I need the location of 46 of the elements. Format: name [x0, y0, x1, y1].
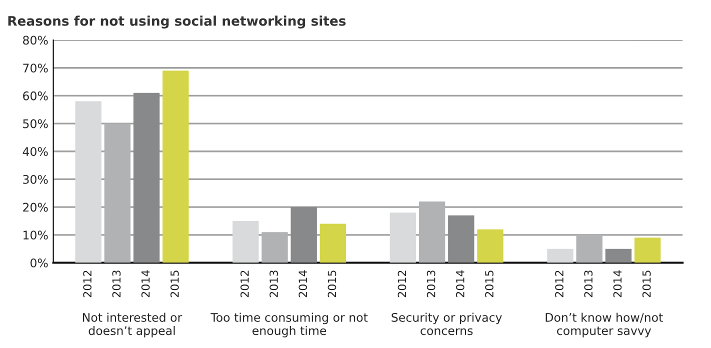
bar	[232, 220, 259, 263]
bar	[390, 212, 416, 263]
bar	[576, 234, 602, 263]
y-tick-label: 40%	[22, 147, 48, 156]
text: 2012	[555, 270, 564, 298]
bar	[448, 215, 474, 263]
text: 2012	[398, 270, 406, 298]
bar	[104, 124, 131, 263]
bar	[290, 207, 317, 263]
chart-title: Reasons for not using social networking sites	[8, 16, 346, 29]
bar	[133, 92, 160, 263]
text: 2015	[328, 270, 336, 298]
y-tick-label: 60%	[23, 91, 48, 100]
bar	[547, 248, 574, 263]
bar	[634, 238, 661, 263]
y-tick-label: 70%	[23, 64, 48, 73]
x-tick-label: Not interested or doesn’t appeal	[82, 312, 182, 338]
y-tick-label: 80%	[23, 36, 48, 45]
text: 2015	[170, 270, 179, 298]
text: 2013	[112, 270, 121, 298]
text: 2014	[613, 270, 622, 298]
text: 2013	[426, 270, 436, 298]
text: 2012	[240, 270, 249, 298]
text: 2013	[584, 270, 593, 298]
text: 2014	[298, 270, 308, 298]
text: 2014	[456, 270, 464, 298]
bar	[320, 224, 346, 263]
bar	[605, 248, 632, 263]
text: 2012	[83, 270, 92, 298]
bar	[162, 70, 189, 263]
y-tick-label: 0%	[30, 258, 48, 268]
bar	[75, 101, 102, 263]
x-tick-label: Don’t know how/not computer savvy	[546, 312, 663, 338]
text: 2015	[642, 270, 651, 298]
bar	[418, 201, 446, 263]
text: 2013	[270, 270, 278, 298]
bar	[477, 229, 504, 263]
y-tick-label: 10%	[24, 230, 48, 240]
text: 2015	[485, 270, 494, 298]
bar	[262, 232, 288, 263]
x-tick-label: Security or privacy concerns	[392, 312, 502, 336]
y-tick-label: 20%	[23, 202, 48, 212]
x-tick-label: Too time consuming or not enough time	[210, 312, 368, 338]
y-tick-label: 50%	[23, 119, 48, 128]
text: 2014	[141, 270, 150, 298]
y-tick-label: 30%	[23, 174, 48, 184]
